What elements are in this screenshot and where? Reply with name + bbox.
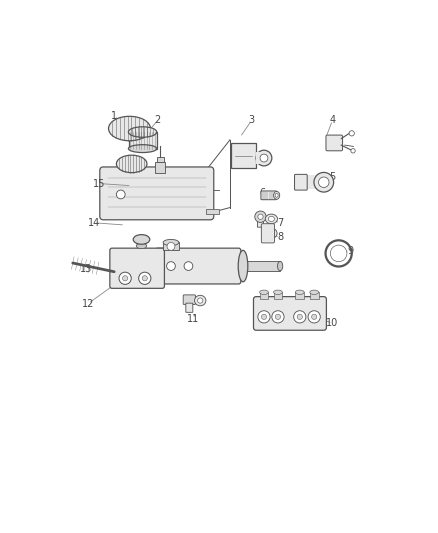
Circle shape — [272, 311, 284, 323]
Circle shape — [139, 272, 151, 285]
Circle shape — [166, 262, 175, 270]
Ellipse shape — [198, 298, 203, 303]
Ellipse shape — [310, 290, 318, 294]
Ellipse shape — [265, 214, 278, 224]
Ellipse shape — [274, 191, 280, 199]
Ellipse shape — [318, 177, 329, 188]
Bar — [256, 152, 264, 164]
FancyBboxPatch shape — [258, 217, 264, 227]
FancyBboxPatch shape — [186, 303, 193, 312]
Bar — [206, 209, 219, 214]
FancyBboxPatch shape — [183, 295, 195, 304]
Bar — [295, 292, 304, 299]
Circle shape — [351, 149, 355, 153]
Ellipse shape — [136, 244, 147, 248]
FancyBboxPatch shape — [100, 167, 214, 220]
Circle shape — [255, 211, 266, 222]
Text: 6: 6 — [260, 188, 266, 198]
Circle shape — [293, 311, 306, 323]
Ellipse shape — [109, 116, 150, 141]
Circle shape — [276, 314, 281, 319]
Text: 14: 14 — [88, 218, 101, 228]
FancyBboxPatch shape — [254, 297, 326, 330]
Circle shape — [297, 314, 302, 319]
Bar — [274, 292, 283, 299]
Ellipse shape — [133, 235, 150, 244]
Bar — [231, 143, 256, 168]
FancyBboxPatch shape — [294, 174, 307, 190]
Bar — [304, 175, 324, 189]
Ellipse shape — [314, 172, 334, 192]
Bar — [310, 292, 318, 299]
Text: 3: 3 — [249, 115, 255, 125]
Ellipse shape — [274, 290, 283, 294]
Text: 13: 13 — [80, 264, 92, 273]
FancyBboxPatch shape — [261, 191, 277, 200]
FancyBboxPatch shape — [155, 248, 241, 284]
Circle shape — [308, 311, 320, 323]
FancyBboxPatch shape — [261, 224, 275, 243]
Ellipse shape — [268, 229, 277, 238]
Ellipse shape — [128, 144, 157, 152]
Ellipse shape — [260, 154, 268, 162]
Text: 1: 1 — [111, 111, 117, 121]
Bar — [155, 161, 165, 173]
Ellipse shape — [260, 290, 268, 294]
Ellipse shape — [275, 193, 278, 197]
Circle shape — [258, 311, 270, 323]
Bar — [136, 239, 147, 246]
Bar — [260, 292, 268, 299]
Text: 12: 12 — [82, 298, 94, 309]
FancyBboxPatch shape — [110, 248, 164, 288]
Circle shape — [117, 190, 125, 199]
Ellipse shape — [278, 261, 283, 271]
Circle shape — [142, 276, 148, 281]
Text: 7: 7 — [277, 218, 283, 228]
Bar — [129, 132, 157, 149]
Circle shape — [330, 245, 347, 262]
Text: 5: 5 — [329, 172, 336, 182]
Bar — [163, 243, 179, 251]
Circle shape — [184, 262, 193, 270]
Text: 4: 4 — [329, 115, 336, 125]
Ellipse shape — [238, 251, 248, 282]
Text: 15: 15 — [93, 179, 105, 189]
Bar — [265, 225, 272, 241]
Ellipse shape — [295, 290, 304, 294]
FancyBboxPatch shape — [326, 135, 343, 151]
Text: 8: 8 — [277, 232, 283, 242]
Text: 9: 9 — [347, 246, 353, 256]
Ellipse shape — [194, 295, 206, 306]
Circle shape — [119, 272, 131, 285]
Ellipse shape — [128, 127, 157, 138]
Bar — [243, 261, 280, 271]
Text: 11: 11 — [187, 314, 199, 324]
Text: 10: 10 — [326, 318, 339, 328]
Circle shape — [349, 131, 354, 136]
Circle shape — [123, 276, 128, 281]
Ellipse shape — [256, 150, 272, 166]
Ellipse shape — [163, 239, 179, 246]
Circle shape — [167, 243, 175, 251]
Ellipse shape — [117, 155, 147, 173]
Circle shape — [258, 214, 263, 220]
Text: 2: 2 — [155, 115, 161, 125]
Circle shape — [311, 314, 317, 319]
Circle shape — [261, 314, 267, 319]
Ellipse shape — [268, 216, 275, 222]
Bar — [156, 157, 163, 161]
